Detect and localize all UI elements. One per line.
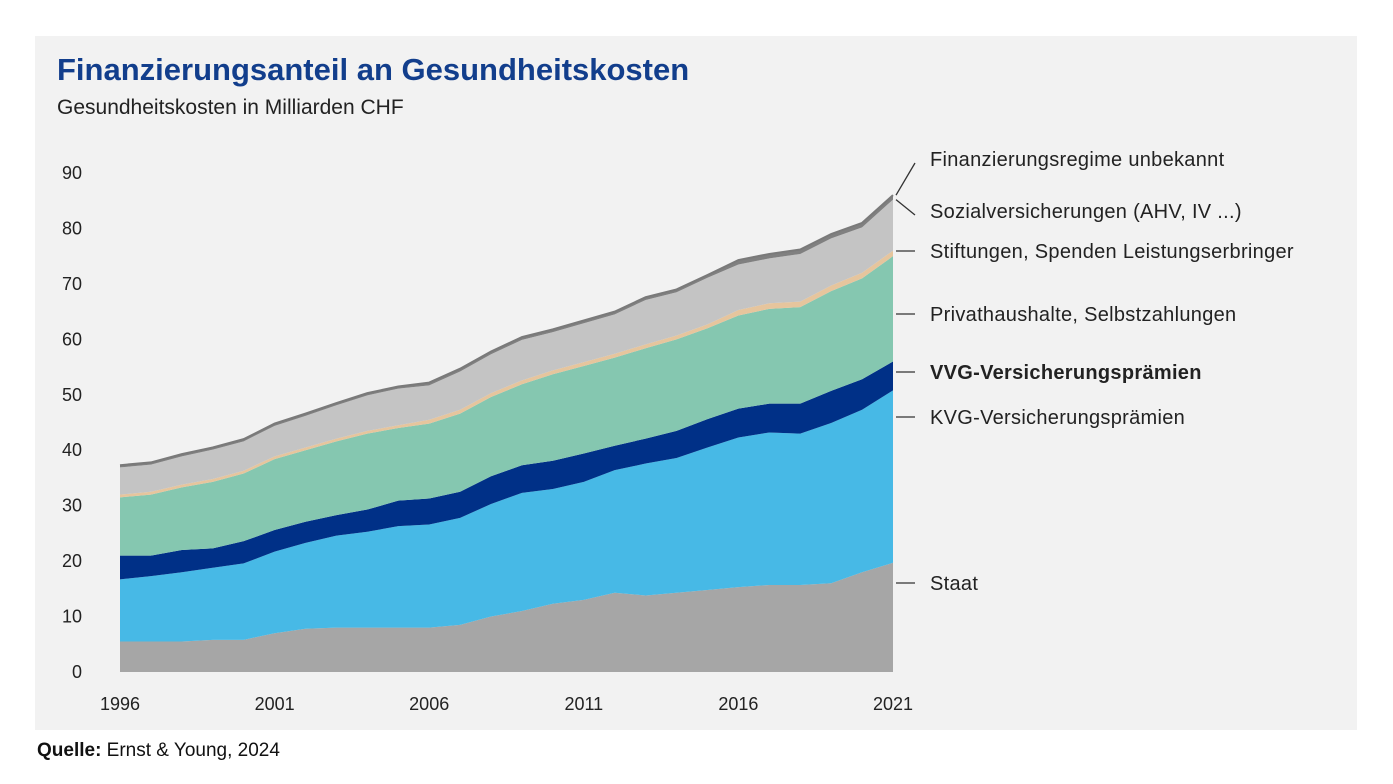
x-tick-label: 2001 [255,694,295,714]
source-text: Ernst & Young, 2024 [101,740,280,761]
x-axis-ticks: 1996 2001 2006 2011 2016 2021 [100,694,913,714]
y-tick-label: 50 [62,385,82,405]
label-leader-line [895,162,916,196]
area-kvg-versicherungspr-mien [120,390,893,642]
source-label: Quelle: [37,740,102,761]
y-tick-label: 40 [62,440,82,460]
chart-title: Finanzierungsanteil an Gesundheitskosten [57,52,690,87]
x-tick-label: 2021 [873,694,913,714]
y-tick-label: 70 [62,274,82,294]
series-label: KVG-Versicherungsprämien [930,407,1185,429]
series-label: Finanzierungsregime unbekannt [930,149,1225,171]
series-label: VVG-Versicherungsprämien [930,362,1202,384]
y-tick-label: 60 [62,329,82,349]
series-label: Privathaushalte, Selbstzahlungen [930,304,1236,326]
series-labels: Staat KVG-Versicherungsprämien VVG-Versich… [895,149,1294,595]
area-vvg-versicherungspr-mien [120,361,893,580]
area-sozialversicherungen-ahv-iv [120,199,893,495]
label-leader-line [895,199,916,216]
y-tick-label: 30 [62,496,82,516]
series-label: Stiftungen, Spenden Leistungserbringer [930,241,1294,263]
y-axis-ticks: 0 10 20 30 40 50 60 70 80 90 [62,163,82,682]
y-tick-label: 20 [62,551,82,571]
chart-subtitle: Gesundheitskosten in Milliarden CHF [57,96,404,119]
area-privathaushalte-selbstzahlungen [120,256,893,556]
x-tick-label: 2006 [409,694,449,714]
x-tick-label: 2011 [564,694,603,714]
series-label: Sozialversicherungen (AHV, IV ...) [930,201,1242,223]
y-tick-label: 10 [62,607,82,627]
x-tick-label: 1996 [100,694,140,714]
source-note: Quelle: Ernst & Young, 2024 [37,740,280,762]
total-outline [119,194,894,467]
area-staat [120,562,893,672]
y-tick-label: 80 [62,218,82,238]
area-layers [119,194,894,672]
x-tick-label: 2016 [718,694,758,714]
y-tick-label: 0 [72,662,82,682]
series-label: Staat [930,573,978,595]
y-tick-label: 90 [62,163,82,183]
